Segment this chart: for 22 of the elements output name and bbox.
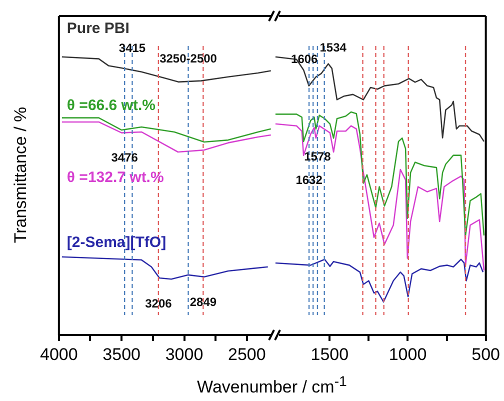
annotation: 3415 <box>118 41 146 56</box>
annotation: 1632 <box>296 172 323 187</box>
x-tick-label: 3000 <box>165 344 204 364</box>
x-axis-title: Wavenumber / cm$^{-1}$ <box>196 374 348 398</box>
annotation: 1606 <box>291 52 318 66</box>
x-tick-label: 1000 <box>388 344 427 364</box>
annotation: 1578 <box>304 150 332 164</box>
annotation: 1534 <box>320 40 347 55</box>
x-tick-label: 3500 <box>102 344 140 364</box>
series-label: [2-Sema][TfO] <box>66 234 166 251</box>
x-tick-label: 2500 <box>228 344 266 364</box>
series-label: θ =132.7 wt.% <box>66 169 164 186</box>
series-label: θ =66.6 wt.% <box>66 96 156 114</box>
annotation: 3250-2500 <box>160 52 218 66</box>
annotation: 3206 <box>145 296 172 310</box>
x-tick-label: 4000 <box>40 344 78 364</box>
annotation: 2849 <box>190 295 217 310</box>
annotation: 3476 <box>111 150 138 164</box>
x-tick-label: 1500 <box>310 344 349 364</box>
series-label: Pure PBI <box>66 20 130 38</box>
y-axis-title: Transmittance / % <box>11 106 31 244</box>
x-tick-label: 500 <box>472 344 500 364</box>
